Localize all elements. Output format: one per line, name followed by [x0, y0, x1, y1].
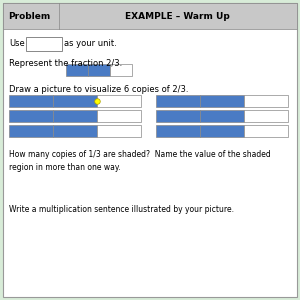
Text: region in more than one way.: region in more than one way.: [9, 163, 121, 172]
Bar: [244, 110, 288, 122]
Bar: [66, 64, 88, 76]
Bar: [3, 3, 297, 29]
Text: Draw a picture to visualize 6 copies of 2/3.: Draw a picture to visualize 6 copies of …: [9, 85, 188, 94]
Text: as your unit.: as your unit.: [64, 39, 117, 48]
Bar: [156, 110, 200, 122]
Bar: [97, 95, 141, 106]
Bar: [244, 95, 288, 106]
Text: Write a multiplication sentence illustrated by your picture.: Write a multiplication sentence illustra…: [9, 206, 234, 214]
Bar: [88, 64, 110, 76]
Bar: [200, 110, 244, 122]
Bar: [156, 125, 200, 136]
Bar: [9, 95, 53, 106]
Bar: [26, 37, 62, 51]
Bar: [9, 110, 53, 122]
Bar: [200, 95, 244, 106]
Bar: [244, 125, 288, 136]
Text: Represent the fraction 2/3.: Represent the fraction 2/3.: [9, 58, 122, 68]
Bar: [156, 95, 200, 106]
Bar: [53, 125, 97, 136]
Bar: [9, 125, 53, 136]
Bar: [110, 64, 132, 76]
Bar: [97, 125, 141, 136]
Text: EXAMPLE – Warm Up: EXAMPLE – Warm Up: [125, 12, 230, 21]
Bar: [53, 110, 97, 122]
Bar: [200, 125, 244, 136]
Bar: [97, 110, 141, 122]
Bar: [53, 95, 97, 106]
Text: Problem: Problem: [8, 12, 50, 21]
Text: How many copies of 1/3 are shaded?  Name the value of the shaded: How many copies of 1/3 are shaded? Name …: [9, 150, 271, 159]
Text: Use: Use: [9, 39, 25, 48]
